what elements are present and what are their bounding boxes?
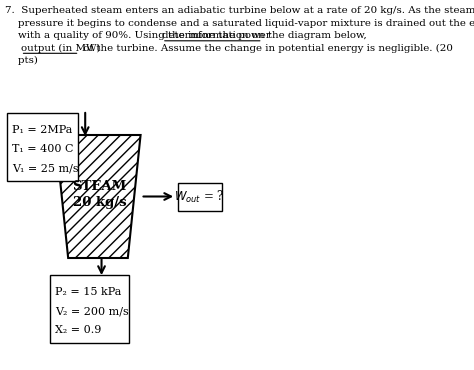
FancyBboxPatch shape <box>177 182 221 211</box>
Text: STEAM: STEAM <box>72 180 127 193</box>
Text: with a quality of 90%. Using the information on the diagram below,: with a quality of 90%. Using the informa… <box>5 31 370 40</box>
FancyBboxPatch shape <box>50 275 129 343</box>
Text: of the turbine. Assume the change in potential energy is negligible. (20: of the turbine. Assume the change in pot… <box>80 44 452 53</box>
Text: pressure it begins to condense and a saturated liquid-vapor mixture is drained o: pressure it begins to condense and a sat… <box>5 18 474 27</box>
Text: T₁ = 400 C: T₁ = 400 C <box>12 144 73 154</box>
Text: $W_{out}$ = ?: $W_{out}$ = ? <box>174 188 225 205</box>
Text: X₂ = 0.9: X₂ = 0.9 <box>55 325 101 335</box>
Text: P₁ = 2MPa: P₁ = 2MPa <box>12 125 73 135</box>
Text: V₂ = 200 m/s: V₂ = 200 m/s <box>55 306 128 316</box>
Text: P₂ = 15 kPa: P₂ = 15 kPa <box>55 287 121 297</box>
Text: V₁ = 25 m/s: V₁ = 25 m/s <box>12 163 79 173</box>
FancyBboxPatch shape <box>7 113 78 181</box>
Polygon shape <box>55 135 141 258</box>
Text: 7.  Superheated steam enters an adiabatic turbine below at a rate of 20 kg/s. As: 7. Superheated steam enters an adiabatic… <box>5 6 474 15</box>
Text: 20 kg/s: 20 kg/s <box>73 196 126 209</box>
Text: determine the power: determine the power <box>162 31 271 40</box>
Text: pts): pts) <box>5 56 38 65</box>
Text: output (in MW): output (in MW) <box>20 44 100 53</box>
